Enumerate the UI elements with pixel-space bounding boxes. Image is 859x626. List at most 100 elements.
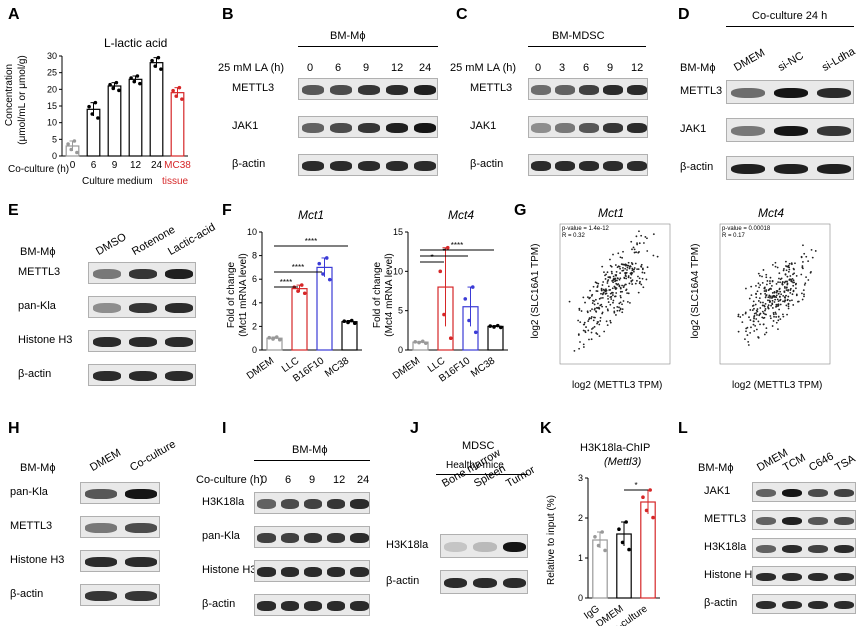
chart-g-mct1-point-83 (598, 323, 601, 326)
chart-g-mct4-point-216 (776, 303, 779, 306)
chart-g-mct4-point-85 (771, 303, 774, 306)
chart-f-mct4-sig-2-label: * (442, 247, 445, 256)
chart-g-mct4-point-220 (746, 326, 749, 329)
chart-g-mct4-point-256 (784, 296, 787, 299)
chart-g-mct1-point-103 (590, 331, 593, 334)
chart-f-mct1-sig-1-label: **** (280, 278, 292, 287)
chart-g-mct4-point-284 (759, 323, 761, 326)
panel-h-band-1-0 (85, 523, 117, 533)
chart-g-mct4-point-68 (750, 294, 753, 296)
chart-a-dot-2-1 (111, 86, 116, 91)
chart-g-mct1-point-287 (611, 272, 613, 275)
chart-g-mct1-point-252 (622, 266, 624, 269)
panel-c-band-0-0 (531, 85, 551, 95)
chart-g-mct1-point-50 (592, 285, 595, 288)
chart-a-dot-3-0 (129, 76, 133, 80)
chart-g-mct4-point-146 (761, 316, 764, 319)
chart-g-mct4-point-266 (795, 282, 797, 285)
chart-g-mct4-point-102 (758, 274, 761, 277)
chart-g-mct1-point-89 (619, 295, 622, 297)
chart-a-dot-1-1 (90, 112, 95, 116)
panel-b-band-2-2 (357, 161, 381, 171)
chart-g-mct4-point-237 (757, 272, 760, 275)
chart-g-mct1-point-270 (614, 280, 616, 283)
chart-g-mct4-point-223 (769, 295, 772, 298)
chart-g-mct4-point-145 (753, 315, 756, 317)
chart-g-mct4-point-304 (761, 310, 764, 313)
chart-g-mct4-point-233 (766, 280, 769, 282)
panel-letter-j: J (410, 420, 419, 437)
chart-g-mct4-point-154 (783, 268, 785, 270)
chart-g-mct1-point-97 (629, 277, 632, 279)
panel-i-row-label: Co-culture (h) (196, 474, 264, 486)
chart-g-mct1-point-226 (652, 254, 655, 257)
chart-g-mct1-point-175 (638, 242, 641, 245)
panel-c-band-2-2 (579, 161, 599, 171)
chart-g-mct4-point-306 (759, 284, 762, 286)
chart-g-mct1-point-224 (646, 250, 649, 252)
chart-g-mct4-point-253 (793, 272, 796, 275)
chart-g-mct4-point-130 (754, 325, 757, 327)
chart-f-mct1-ytick-label-4: 8 (252, 251, 257, 261)
chart-g-mct4-point-281 (757, 282, 760, 285)
panel-i-time-3: 12 (333, 474, 346, 486)
chart-g-mct1-point-45 (607, 301, 610, 303)
chart-g-mct4-point-59 (769, 276, 772, 279)
chart-g-mct1-point-277 (630, 280, 633, 283)
chart-g-mct1-point-109 (637, 268, 640, 270)
chart-g-mct4-point-149 (773, 315, 775, 318)
panel-i-band-label-2: Histone H3 (202, 564, 257, 576)
chart-g-mct4-point-261 (769, 296, 771, 299)
chart-g-mct1-point-150 (599, 316, 602, 319)
chart-g-mct4-point-200 (792, 273, 794, 276)
chart-g-mct1-point-240 (611, 287, 614, 290)
chart-g-mct1-point-80 (607, 285, 610, 288)
chart-f-mct1-dot-2-1 (321, 272, 325, 276)
chart-g-mct4-point-290 (810, 249, 813, 251)
chart-g-mct4-point-157 (765, 290, 767, 293)
chart-g-mct4-point-247 (786, 280, 788, 283)
chart-g-mct1-point-231 (593, 303, 596, 306)
chart-g-mct1-point-137 (625, 275, 627, 278)
chart-a-dot-2-2 (114, 80, 119, 85)
panel-b-band-label-2: β-actin (232, 158, 266, 170)
chart-g-mct4-point-122 (789, 275, 792, 277)
panel-b-band-label-0: METTL3 (232, 82, 275, 94)
chart-g-mct1-point-194 (641, 268, 644, 271)
panel-h-band-row-0 (80, 482, 160, 504)
panel-letter-d: D (678, 6, 690, 23)
panel-e-band-2-2 (164, 337, 194, 347)
chart-g-mct1-point-111 (635, 235, 638, 238)
panel-e-band-row-3 (88, 364, 196, 386)
panel-d-band-1-0 (731, 125, 766, 137)
panel-c-band-1-0 (531, 123, 551, 133)
chart-g-mct1-point-215 (591, 302, 594, 304)
chart-g-mct4-point-96 (777, 328, 779, 330)
panel-c-band-2-0 (531, 161, 551, 171)
chart-g-mct1-point-12 (589, 309, 592, 312)
panel-l-band-0-3 (833, 488, 855, 498)
panel-letter-k: K (540, 420, 552, 437)
chart-g-mct4-point-161 (801, 298, 804, 301)
chart-g-mct1-point-67 (582, 343, 585, 346)
panel-l-band-2-0 (755, 544, 777, 554)
panel-c-band-0-2 (579, 85, 599, 95)
panel-c-band-0-3 (603, 85, 623, 95)
chart-g-mct4-point-287 (785, 260, 787, 263)
panel-b-band-2-0 (301, 161, 325, 171)
chart-g-mct1-point-276 (598, 297, 601, 300)
chart-g-mct4-point-52 (737, 315, 740, 318)
panel-c-time-1: 3 (559, 62, 566, 74)
panel-i-header: BM-Mϕ (292, 444, 328, 456)
chart-g-mct1-point-2 (612, 299, 615, 302)
panel-i-band-row-3 (254, 594, 370, 616)
chart-f-mct4-dot-3-2 (495, 323, 500, 328)
chart-g-mct4-point-221 (759, 301, 762, 304)
chart-g-mct4-point-298 (748, 297, 751, 300)
chart-g-mct1-point-25 (603, 330, 606, 333)
chart-g-mct4-point-19 (754, 303, 757, 306)
chart-g-mct4-point-231 (788, 266, 791, 269)
chart-g-mct1-point-246 (579, 321, 582, 324)
panel-c-band-1-2 (579, 123, 599, 133)
chart-g-mct4-point-179 (805, 276, 807, 279)
